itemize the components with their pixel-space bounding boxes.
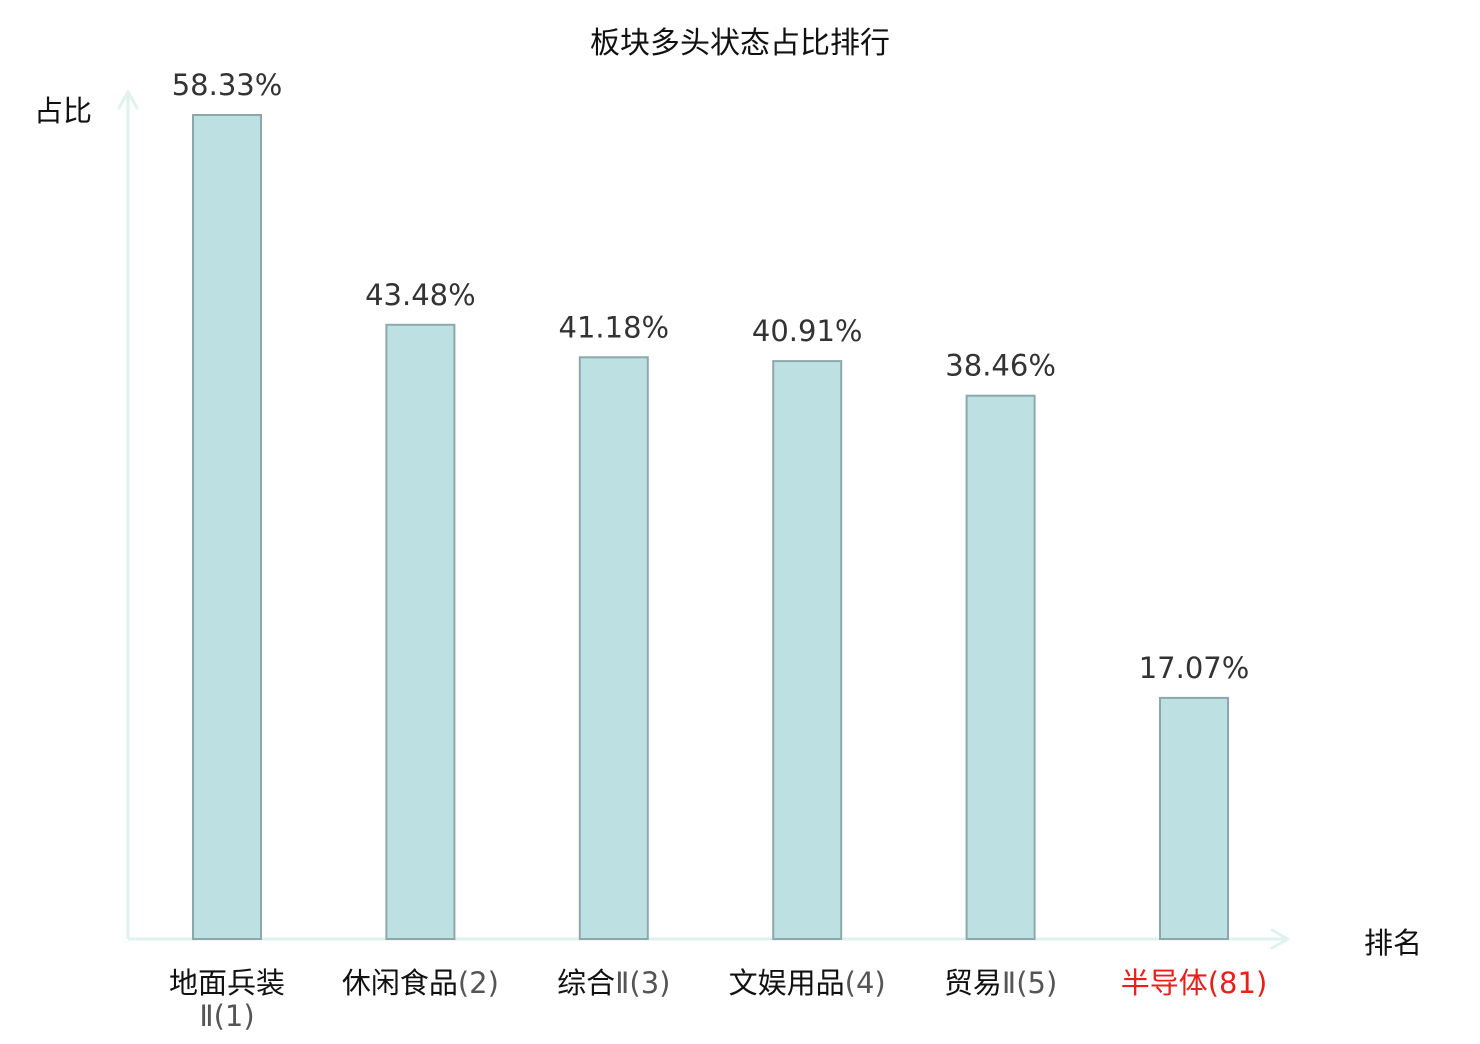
bar-5 bbox=[965, 394, 1036, 940]
category-name-1: 地面兵装 bbox=[169, 966, 285, 1000]
category-name-2: 休闲食品 bbox=[342, 966, 458, 1000]
bar-4 bbox=[772, 360, 843, 941]
bar-value-label-3: 41.18% bbox=[559, 310, 670, 344]
y-axis-label: 占比 bbox=[34, 94, 92, 128]
bar-value-label-2: 43.48% bbox=[365, 278, 476, 312]
category-label-1: 地面兵装 Ⅱ(1) bbox=[169, 966, 285, 1033]
y-axis-arrow-icon bbox=[117, 90, 139, 110]
category-label-3: 综合Ⅱ(3) bbox=[557, 966, 670, 1000]
category-name-4: 文娱用品 bbox=[729, 966, 845, 1000]
category-labels-group: 地面兵装 Ⅱ(1) 休闲食品(2) 综合Ⅱ(3) 文娱用品(4) 贸易Ⅱ(5) 半导体(81… bbox=[169, 966, 1267, 1033]
x-axis-label: 排名 bbox=[1364, 926, 1422, 960]
category-label-6: 半导体(81) bbox=[1121, 966, 1268, 1000]
bar-3 bbox=[578, 356, 649, 940]
y-axis bbox=[117, 90, 139, 939]
category-rank-5: Ⅱ(5) bbox=[1002, 966, 1057, 1000]
bar-value-label-5: 38.46% bbox=[945, 349, 1056, 383]
category-label-4: 文娱用品(4) bbox=[729, 966, 886, 1000]
category-name-3: 综合 bbox=[557, 966, 615, 1000]
chart-title: 板块多头状态占比排行 bbox=[590, 26, 890, 61]
x-axis bbox=[128, 928, 1290, 950]
value-labels-group: 58.33% 43.48% 41.18% 40.91% 38.46% 17.07% bbox=[172, 68, 1250, 685]
x-axis-arrow-icon bbox=[1270, 928, 1290, 950]
category-label-2: 休闲食品(2) bbox=[342, 966, 499, 1000]
bar-value-label-6: 17.07% bbox=[1139, 651, 1250, 685]
category-rank-2: (2) bbox=[458, 966, 499, 1000]
category-name-6: 半导体 bbox=[1121, 966, 1208, 1000]
bar-value-label-4: 40.91% bbox=[752, 314, 863, 348]
category-label-5: 贸易Ⅱ(5) bbox=[944, 966, 1057, 1000]
category-rank-6: (81) bbox=[1208, 966, 1268, 1000]
bar-6 bbox=[1159, 696, 1229, 941]
category-rank-3: Ⅱ(3) bbox=[615, 966, 670, 1000]
bar-value-label-1: 58.33% bbox=[172, 68, 283, 102]
bar-2 bbox=[385, 323, 456, 940]
bar-1 bbox=[192, 114, 262, 940]
category-rank-1: Ⅱ(1) bbox=[199, 999, 254, 1033]
bars-group bbox=[192, 114, 1229, 941]
category-name-5: 贸易 bbox=[944, 966, 1002, 1000]
category-rank-4: (4) bbox=[845, 966, 886, 1000]
